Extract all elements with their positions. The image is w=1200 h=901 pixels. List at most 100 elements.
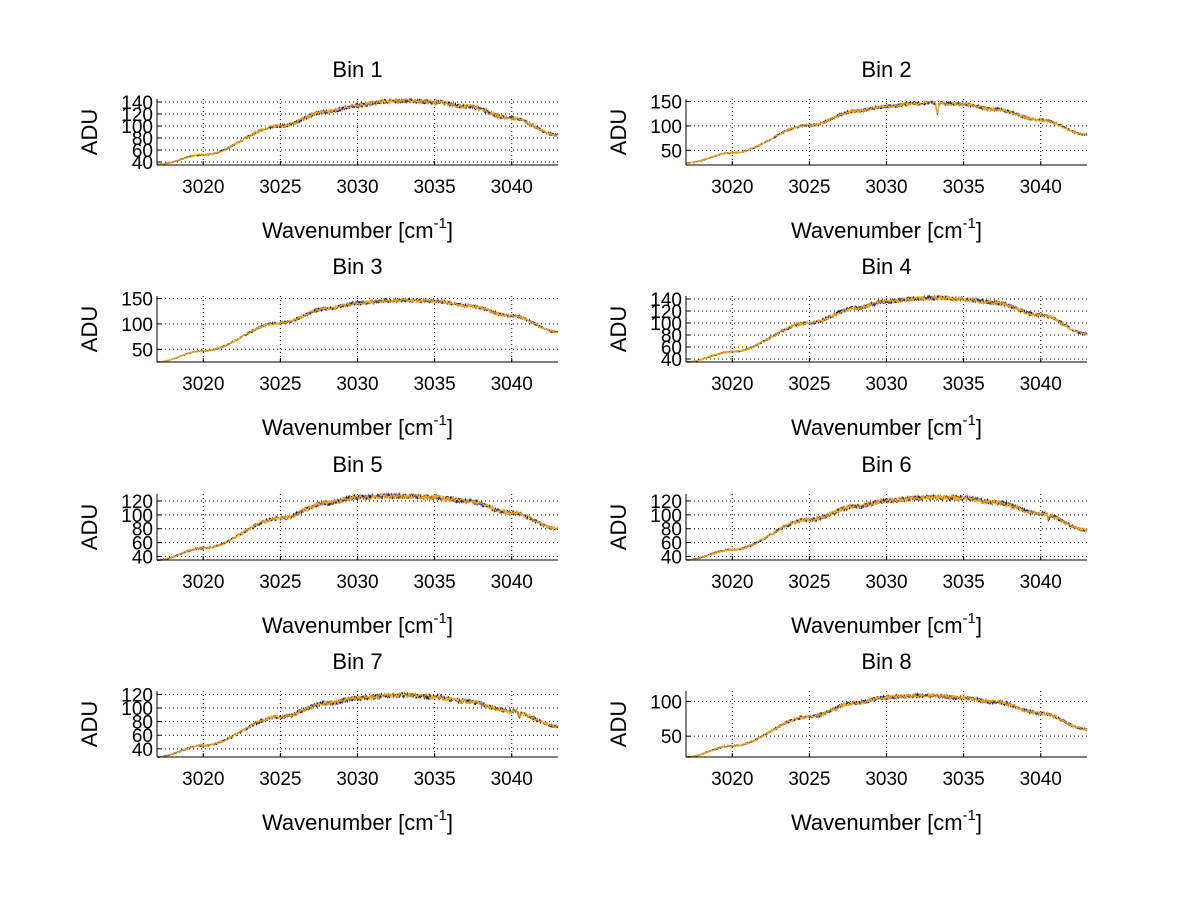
y-tick-label: 100: [121, 699, 153, 720]
x-tick-label: 3035: [942, 572, 984, 593]
x-axis-label: Wavenumber [cm-1]: [262, 610, 453, 638]
y-axis-label: ADU: [606, 109, 631, 155]
x-axis-label: Wavenumber [cm-1]: [262, 807, 453, 835]
x-axis-label: Wavenumber [cm-1]: [791, 610, 982, 638]
y-axis-label: ADU: [77, 109, 102, 155]
subplot-8: Bin 8 3020 3025 3030 3035 3040 50 100 ADU Wavenum…: [606, 649, 1088, 835]
y-tick-label: 100: [121, 117, 153, 138]
x-axis-label: Wavenumber [cm-1]: [262, 412, 453, 440]
y-tick-label: 80: [661, 520, 682, 541]
x-tick-label: 3040: [1020, 572, 1062, 593]
y-tick-label: 60: [132, 534, 153, 555]
x-tick-label: 3025: [259, 177, 301, 198]
x-axis-label-end: ]: [976, 613, 982, 638]
x-axis-label-end: ]: [447, 810, 453, 835]
subplot-3: Bin 3 3020 3025 3030 3035 3040 50 100 150 ADU Wave…: [77, 254, 559, 440]
y-tick-label: 100: [650, 506, 682, 527]
y-tick-label: 40: [661, 350, 682, 371]
x-tick-label: 3040: [491, 177, 533, 198]
x-tick-label: 3020: [182, 374, 224, 395]
x-axis-label-superscript: -1: [963, 610, 976, 627]
x-tick-label: 3040: [491, 769, 533, 790]
subplot-1: Bin 1 3020 3025 3030 3035 3040 406080100120140…: [77, 57, 559, 243]
x-axis-label-main: Wavenumber [cm: [262, 810, 434, 835]
x-tick-label: 3040: [1020, 177, 1062, 198]
x-tick-label: 3020: [711, 374, 753, 395]
y-axis-label: ADU: [606, 306, 631, 352]
subplot-title: Bin 3: [332, 254, 382, 279]
x-axis-label-main: Wavenumber [cm: [262, 613, 434, 638]
y-tick-label: 120: [121, 685, 153, 706]
subplot-2: Bin 2 3020 3025 3030 3035 3040 50 100 150 ADU Wave…: [606, 57, 1088, 243]
x-axis-label-main: Wavenumber [cm: [791, 415, 963, 440]
x-axis-label-superscript: -1: [434, 610, 447, 627]
x-axis-label-superscript: -1: [434, 215, 447, 232]
x-tick-label: 3035: [942, 769, 984, 790]
x-axis-label-end: ]: [976, 218, 982, 243]
series-line-orange: [685, 691, 1088, 758]
subplot-title: Bin 2: [861, 57, 911, 82]
x-axis-label-superscript: -1: [963, 807, 976, 824]
y-tick-label: 80: [132, 713, 153, 734]
x-axis-label-superscript: -1: [963, 215, 976, 232]
series-line-blue: [685, 100, 1088, 164]
y-axis-label: ADU: [77, 306, 102, 352]
y-tick-label: 100: [121, 315, 153, 336]
x-axis-label-superscript: -1: [434, 412, 447, 429]
x-tick-label: 3025: [788, 769, 830, 790]
y-tick-label: 60: [132, 141, 153, 162]
y-tick-label: 80: [132, 520, 153, 541]
x-tick-label: 3035: [413, 374, 455, 395]
series-line-orange: [686, 493, 1088, 562]
y-axis-label: ADU: [606, 504, 631, 550]
subplot-title: Bin 5: [332, 452, 382, 477]
x-axis-label-end: ]: [447, 218, 453, 243]
x-axis-label-main: Wavenumber [cm: [791, 613, 963, 638]
y-tick-label: 40: [132, 153, 153, 174]
x-axis-label: Wavenumber [cm-1]: [791, 215, 982, 243]
y-tick-label: 120: [121, 492, 153, 513]
x-tick-label: 3025: [259, 374, 301, 395]
x-tick-label: 3025: [788, 572, 830, 593]
y-tick-label: 120: [121, 105, 153, 126]
x-tick-label: 3040: [491, 374, 533, 395]
x-tick-label: 3040: [491, 572, 533, 593]
y-tick-label: 40: [132, 548, 153, 569]
y-tick-label: 100: [650, 314, 682, 335]
x-axis-label-main: Wavenumber [cm: [791, 810, 963, 835]
x-axis-label-end: ]: [976, 810, 982, 835]
x-tick-label: 3020: [182, 572, 224, 593]
y-tick-label: 100: [650, 692, 682, 713]
y-tick-label: 120: [650, 302, 682, 323]
x-tick-label: 3030: [336, 177, 378, 198]
x-tick-label: 3020: [711, 572, 753, 593]
x-axis-label-main: Wavenumber [cm: [262, 415, 434, 440]
y-tick-label: 140: [121, 93, 153, 114]
x-tick-label: 3025: [259, 572, 301, 593]
x-tick-label: 3035: [413, 769, 455, 790]
x-tick-label: 3040: [1020, 374, 1062, 395]
x-tick-label: 3035: [413, 572, 455, 593]
y-axis-label: ADU: [77, 701, 102, 747]
subplot-title: Bin 8: [861, 649, 911, 674]
y-tick-label: 60: [132, 726, 153, 747]
x-tick-label: 3030: [865, 177, 907, 198]
x-tick-label: 3030: [336, 572, 378, 593]
x-axis-label-superscript: -1: [434, 807, 447, 824]
subplot-4: Bin 4 3020 3025 3030 3035 3040 406080100120140…: [606, 254, 1088, 440]
y-tick-label: 150: [650, 92, 682, 113]
x-tick-label: 3020: [711, 177, 753, 198]
x-tick-label: 3035: [942, 374, 984, 395]
y-tick-label: 50: [661, 727, 682, 748]
x-axis-label-end: ]: [447, 613, 453, 638]
x-axis-label-main: Wavenumber [cm: [262, 218, 434, 243]
x-axis-label-superscript: -1: [963, 412, 976, 429]
y-tick-label: 50: [661, 141, 682, 162]
x-tick-label: 3030: [865, 769, 907, 790]
y-tick-label: 50: [132, 340, 153, 361]
x-tick-label: 3020: [182, 177, 224, 198]
x-tick-label: 3030: [336, 374, 378, 395]
